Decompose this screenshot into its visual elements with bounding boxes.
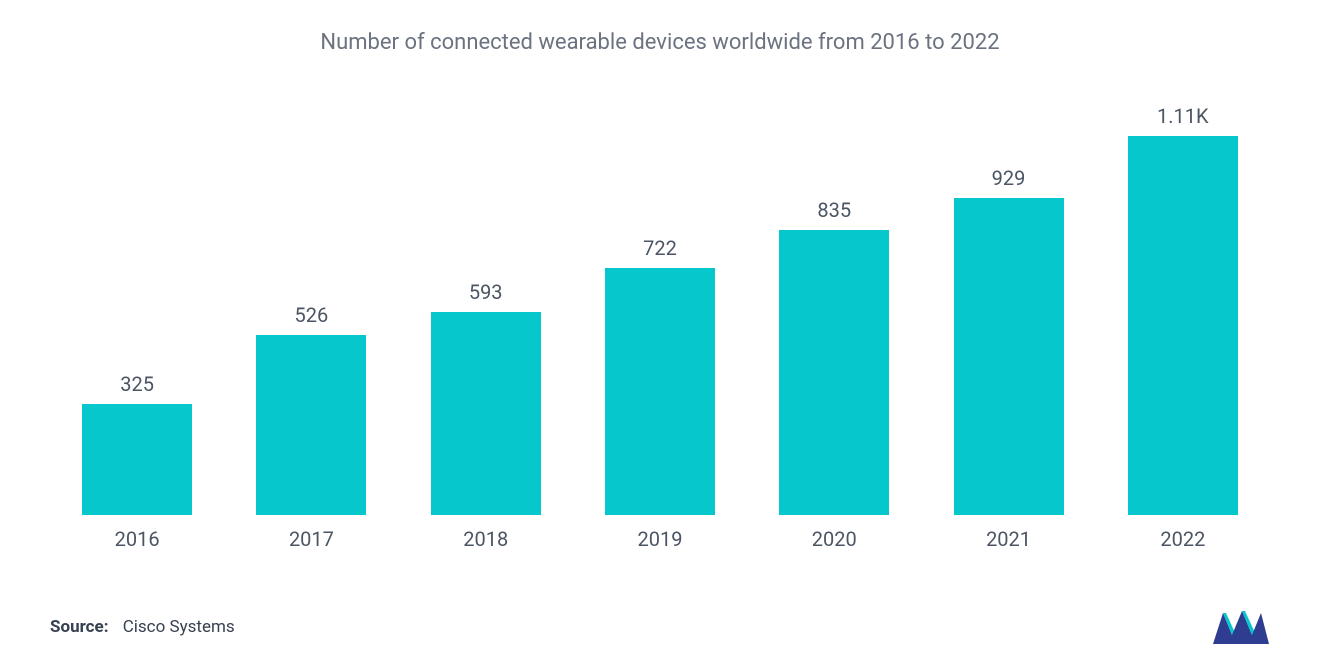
- bar-group: 526: [224, 303, 398, 515]
- bar-value-label: 593: [469, 280, 503, 304]
- chart-container: Number of connected wearable devices wor…: [0, 0, 1320, 665]
- brand-logo-icon: [1212, 609, 1270, 645]
- x-axis-label: 2018: [399, 527, 573, 551]
- logo-svg: [1212, 609, 1270, 645]
- x-axis-label: 2017: [224, 527, 398, 551]
- bar-group: 929: [921, 166, 1095, 515]
- x-axis-label: 2016: [50, 527, 224, 551]
- source-attribution: Source: Cisco Systems: [50, 617, 235, 637]
- x-axis-label: 2020: [747, 527, 921, 551]
- bar: [605, 268, 715, 515]
- source-label: Source:: [50, 617, 108, 637]
- bar-group: 1.11K: [1096, 104, 1270, 515]
- bar-group: 835: [747, 198, 921, 515]
- bar-value-label: 722: [643, 236, 677, 260]
- bar-group: 325: [50, 372, 224, 515]
- source-name: Cisco Systems: [123, 617, 235, 637]
- footer-row: Source: Cisco Systems: [50, 609, 1270, 645]
- bar: [1128, 136, 1238, 515]
- bar-value-label: 325: [120, 372, 154, 396]
- chart-plot-area: 325 526 593 722 835 929 1.11K: [40, 105, 1280, 515]
- bar-group: 593: [399, 280, 573, 515]
- bar: [431, 312, 541, 515]
- chart-title: Number of connected wearable devices wor…: [40, 20, 1280, 105]
- x-axis: 2016201720182019202020212022: [40, 527, 1280, 551]
- bar-group: 722: [573, 236, 747, 515]
- bar: [779, 230, 889, 515]
- bar-value-label: 929: [992, 166, 1026, 190]
- bar: [256, 335, 366, 515]
- bar-value-label: 526: [295, 303, 329, 327]
- bar: [954, 198, 1064, 515]
- x-axis-label: 2021: [921, 527, 1095, 551]
- bar-value-label: 835: [817, 198, 851, 222]
- x-axis-label: 2022: [1096, 527, 1270, 551]
- x-axis-label: 2019: [573, 527, 747, 551]
- bar-value-label: 1.11K: [1157, 104, 1209, 128]
- bar: [82, 404, 192, 515]
